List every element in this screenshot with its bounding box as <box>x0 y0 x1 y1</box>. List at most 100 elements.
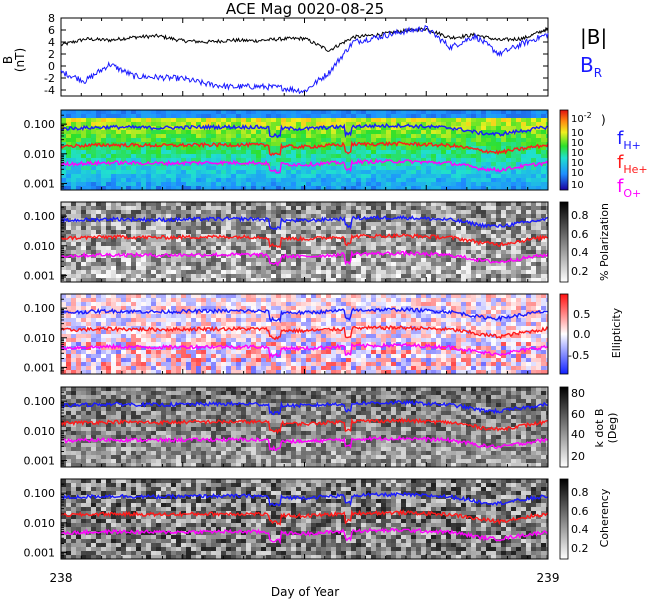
series-line-f-h <box>61 306 548 324</box>
spectrogram-panel-6: 0.100 0.010 0.001 <box>24 478 549 560</box>
series-line-f-he <box>61 232 548 249</box>
colorbar-ellipticity-tick-1: 0.5 <box>573 308 591 321</box>
series-line-f-h <box>61 214 548 231</box>
spectrogram-ytick-label: 0.001 <box>24 546 56 559</box>
panel-b-ytick-label: -4 <box>44 84 55 97</box>
series-line-f-o <box>61 158 548 174</box>
panel-b-ylabel-line1: B <box>1 56 15 64</box>
spectrogram-ytick-label: 0.010 <box>24 517 56 530</box>
spectrogram-ytick-label: 0.100 <box>24 210 56 223</box>
series-line-f-o <box>61 435 548 452</box>
panel-b-series <box>60 24 549 95</box>
colorbar-polarization-tick-4: 0.2 <box>571 265 589 278</box>
spectrogram-cells-2 <box>61 110 548 190</box>
panel-b-ytick-label: -2 <box>44 72 55 85</box>
colorbar-polarization-tick-1: 0.8 <box>571 209 589 222</box>
spectrogram-panel-5: 0.100 0.010 0.001 <box>24 386 549 468</box>
spectrogram-ytick-label: 0.100 <box>24 487 56 500</box>
series-line-f-he <box>61 324 548 341</box>
colorbar-kdotb-tick-4: 20 <box>571 450 585 463</box>
series-line-f-he <box>61 140 548 157</box>
spectrogram-panels: 0.100 0.010 0.001 0.100 0.010 0.001 0.100 0.010… <box>24 109 549 560</box>
legend-b-radial: BR <box>580 53 602 80</box>
spectrogram-panel-3: 0.100 0.010 0.001 <box>24 201 549 283</box>
spectrogram-ytick-label: 0.001 <box>24 361 56 374</box>
colorbar-polarization: 0.8 0.6 0.4 0.2 % Polarization <box>559 201 611 283</box>
x-tick-label-end: 239 <box>537 571 560 585</box>
spectrogram-panel-2: 0.100 0.010 0.001 <box>24 109 549 191</box>
series-line-f-o <box>61 342 548 360</box>
colorbar-power-label-4: 10 <box>571 158 584 169</box>
series-line-f-h <box>61 491 548 507</box>
x-axis-label: Day of Year <box>271 585 339 599</box>
series-line-f-o <box>61 249 548 267</box>
colorbar-ellipticity-tick-2: 0.0 <box>573 328 591 341</box>
colorbar-power: 10-2 10 10 10 10 10 10 ) <box>559 109 606 191</box>
colorbar-kdotb-tick-1: 80 <box>571 387 585 400</box>
panel-b-frame <box>60 17 549 97</box>
colorbar-power-top: 10-2 <box>571 111 592 125</box>
spectrogram-ytick-label: 0.010 <box>24 425 56 438</box>
chart-title: ACE Mag 0020-08-25 <box>226 0 384 18</box>
colorbar-kdotb-bar <box>559 386 569 468</box>
colorbar-polarization-bar <box>559 201 569 283</box>
colorbar-coherency-tick-2: 0.6 <box>571 505 589 518</box>
panel-b-ylabel-line2: (nT) <box>13 48 27 72</box>
panel-b-ytick-label: 6 <box>48 24 55 37</box>
colorbar-power-label-1: 10 <box>571 128 584 139</box>
series-line-b-radial <box>60 24 549 95</box>
colorbar-power-label-6: 10 <box>571 180 584 191</box>
colorbar-kdotb-label-line1: k dot B <box>593 409 606 448</box>
spectrogram-ytick-label: 0.010 <box>24 148 56 161</box>
colorbar-coherency-tick-1: 0.8 <box>571 486 589 499</box>
colorbar-coherency-label: Coherency <box>598 488 611 547</box>
spectrogram-cells-6 <box>61 479 548 559</box>
colorbar-power-label-2: 10 <box>571 138 584 149</box>
panel-b-ytick-label: 8 <box>48 12 55 25</box>
x-tick-label-start: 238 <box>50 571 73 585</box>
colorbar-coherency: 0.8 0.6 0.4 0.2 Coherency <box>559 478 611 560</box>
colorbar-power-label-5: 10 <box>571 168 584 179</box>
legend-f-o: fO+ <box>617 176 641 200</box>
colorbar-ellipticity-label: Ellipticity <box>610 307 623 358</box>
series-line-f-he <box>61 417 548 435</box>
legend-b-magnitude: |B| <box>580 25 607 49</box>
colorbar-power-paren: ) <box>601 113 606 127</box>
spectrogram-ytick-label: 0.100 <box>24 302 56 315</box>
spectrogram-ytick-label: 0.001 <box>24 454 56 467</box>
panel-b-ytick-label: 0 <box>48 60 55 73</box>
colorbar-ellipticity: 0.5 0.0 -0.5 Ellipticity <box>559 293 623 375</box>
colorbar-coherency-tick-3: 0.4 <box>571 523 589 536</box>
spectrogram-ytick-label: 0.010 <box>24 240 56 253</box>
series-line-f-h <box>61 399 548 416</box>
colorbar-ellipticity-bar <box>559 293 569 375</box>
spectrogram-cells-3 <box>61 202 548 282</box>
colorbar-kdotb-tick-2: 60 <box>571 408 585 421</box>
colorbar-power-label-3: 10 <box>571 148 584 159</box>
legend-f-he: fHe+ <box>617 152 648 176</box>
legend-f-h: fH+ <box>617 128 641 152</box>
spectrogram-ytick-label: 0.010 <box>24 332 56 345</box>
series-line-f-h <box>61 122 548 139</box>
spectrogram-ytick-label: 0.100 <box>24 395 56 408</box>
colorbar-kdotb: 80 60 40 20 k dot B (Deg) <box>559 386 619 468</box>
series-line-f-he <box>61 509 548 526</box>
colorbar-coherency-bar <box>559 478 569 560</box>
panel-b-ytick-label: 2 <box>48 48 55 61</box>
colorbar-kdotb-tick-3: 40 <box>571 428 585 441</box>
colorbar-power-bar <box>559 109 569 191</box>
spectrogram-panel-4: 0.100 0.010 0.001 <box>24 293 549 375</box>
panel-b-ytick-label: 4 <box>48 36 55 49</box>
colorbar-polarization-tick-3: 0.4 <box>571 246 589 259</box>
spectrogram-ytick-label: 0.100 <box>24 118 56 131</box>
colorbar-polarization-tick-2: 0.6 <box>571 228 589 241</box>
spectrogram-ytick-label: 0.001 <box>24 177 56 190</box>
colorbar-polarization-label: % Polarization <box>598 203 611 281</box>
colorbar-kdotb-label-line2: (Deg) <box>606 413 619 444</box>
series-line-b-magnitude <box>60 26 549 52</box>
spectrogram-ytick-label: 0.001 <box>24 269 56 282</box>
colorbar-coherency-tick-4: 0.2 <box>571 542 589 555</box>
